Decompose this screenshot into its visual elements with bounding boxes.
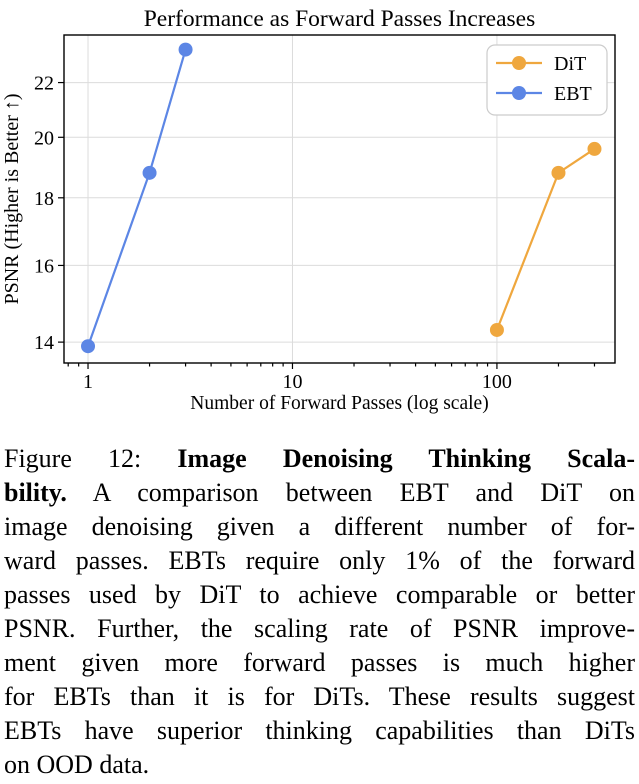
chart-figure: 1 10 100 14 16 18 20 22 Performance as Forward P… [1,6,616,414]
x-tick-label: 10 [282,371,302,393]
x-tick-label: 100 [482,371,512,393]
data-point-DiT [489,322,504,337]
caption-line: Figure 12: Image Denoising Thinking Scal… [4,442,635,476]
caption-line: on OOD data. [4,748,635,782]
y-tick-label: 14 [34,332,54,354]
caption-line: PSNR. Further, the scaling rate of PSNR … [4,612,635,646]
data-point-DiT [551,165,566,180]
caption-line: ment given more forward passes is much h… [4,646,635,680]
chart-title: Performance as Forward Passes Increases [144,6,536,32]
caption-text: PSNR. Further, the scaling rate of PSNR … [4,614,635,643]
legend-label-DiT: DiT [554,53,586,75]
y-tick-label: 16 [34,255,54,277]
data-point-EBT [142,165,157,180]
caption-text: for EBTs than it is for DiTs. These resu… [4,682,635,711]
caption-text: EBTs have superior thinking capabilities… [4,716,635,745]
series-DiT [489,141,602,337]
caption-line: image denoising given a different number… [4,510,635,544]
axis-ticks [58,81,596,369]
legend-marker-DiT [512,56,526,70]
y-tick-label: 18 [34,188,54,210]
data-point-EBT [178,42,193,57]
caption-text: ward passes. EBTs require only 1% of the… [4,546,635,575]
plot-border [63,34,616,364]
figure-caption: Figure 12: Image Denoising Thinking Scal… [0,442,635,782]
data-point-DiT [587,141,602,156]
caption-bold-title: Image Denoising Thinking Scala- [177,444,635,473]
caption-bold-title: bility. [4,478,67,507]
caption-text: on OOD data. [4,750,150,779]
y-tick-label: 20 [34,127,54,149]
series-line-DiT [495,147,596,331]
y-axis-label: PSNR (Higher is Better ↑) [1,93,23,304]
caption-text: image denoising given a different number… [4,512,635,541]
x-axis-label: Number of Forward Passes (log scale) [190,393,488,414]
series-EBT [81,42,193,354]
caption-line: EBTs have superior thinking capabilities… [4,714,635,748]
y-tick-label: 22 [34,73,54,95]
caption-text: passes used by DiT to achieve comparable… [4,580,635,609]
caption-line: ward passes. EBTs require only 1% of the… [4,544,635,578]
caption-line: bility. A comparison between EBT and DiT… [4,476,635,510]
data-point-EBT [81,339,96,354]
legend-label-EBT: EBT [554,83,592,105]
caption-text: A comparison between EBT and DiT on [92,478,635,507]
x-tick-label: 1 [83,371,93,393]
legend-marker-EBT [512,86,526,100]
caption-line: for EBTs than it is for DiTs. These resu… [4,680,635,714]
caption-figure-label: Figure 12: [4,444,142,473]
caption-line: passes used by DiT to achieve comparable… [4,578,635,612]
legend: DiT EBT [486,44,608,116]
caption-text: ment given more forward passes is much h… [4,648,635,677]
